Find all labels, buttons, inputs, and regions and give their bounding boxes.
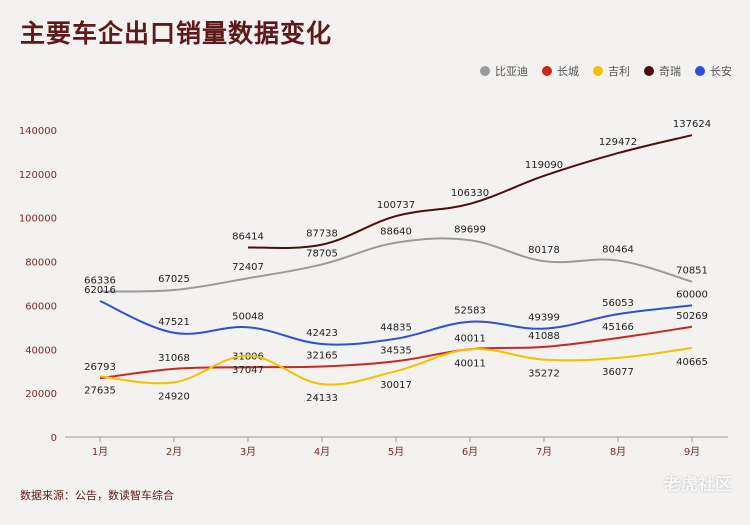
data-label: 27635 [84, 385, 116, 396]
x-tick-label: 1月 [92, 446, 108, 458]
data-label: 44835 [380, 323, 412, 334]
data-label: 26793 [84, 362, 116, 373]
x-tick-label: 4月 [314, 446, 330, 458]
legend-marker [480, 66, 490, 76]
data-label: 24920 [158, 391, 190, 402]
x-tick-label: 5月 [388, 446, 404, 458]
legend: 比亚迪 长城 吉利 奇瑞 长安 [480, 63, 732, 79]
data-label: 37047 [232, 365, 264, 376]
data-label: 45166 [602, 322, 634, 333]
chart-title: 主要车企出口销量数据变化 [20, 19, 333, 48]
legend-item[interactable]: 比亚迪 [480, 63, 528, 79]
series-line [99, 325, 693, 380]
data-label: 35272 [528, 369, 560, 380]
data-label: 30017 [380, 380, 412, 391]
data-label: 24133 [306, 393, 338, 404]
legend-item[interactable]: 长安 [695, 63, 732, 79]
data-label: 119090 [525, 160, 563, 171]
source-note: 数据来源：公告，数读智车综合 [20, 489, 174, 502]
data-label: 87738 [306, 229, 338, 240]
series-line [99, 237, 693, 293]
x-tick-label: 2月 [166, 446, 182, 458]
watermark: 老虎社区 [664, 475, 732, 495]
legend-label: 奇瑞 [659, 65, 681, 78]
legend-marker [644, 66, 654, 76]
data-label: 62016 [84, 285, 116, 296]
y-tick-label: 140000 [19, 126, 57, 137]
legend-marker [542, 66, 552, 76]
legend-item[interactable]: 奇瑞 [644, 63, 681, 79]
data-label: 67025 [158, 274, 190, 285]
data-label: 78705 [306, 248, 338, 259]
data-label: 86414 [232, 232, 264, 243]
data-label: 70851 [676, 266, 708, 277]
data-label: 106330 [451, 188, 489, 199]
series-line [247, 134, 693, 249]
data-label: 66336 [84, 276, 116, 287]
data-label: 41088 [528, 331, 560, 342]
legend-label: 长安 [710, 65, 732, 78]
series-line [99, 346, 693, 386]
data-label: 32165 [306, 350, 338, 361]
legend-item[interactable]: 长城 [542, 63, 579, 79]
series-line [99, 300, 693, 346]
y-tick-label: 80000 [25, 258, 57, 269]
data-label: 80178 [528, 245, 560, 256]
x-tick-label: 3月 [240, 446, 256, 458]
y-tick-label: 60000 [25, 301, 57, 312]
data-label: 137624 [673, 119, 711, 130]
data-label: 72407 [232, 262, 264, 273]
data-label: 47521 [158, 317, 190, 328]
legend-marker [695, 66, 705, 76]
y-tick-label: 100000 [19, 214, 57, 225]
legend-marker [593, 66, 603, 76]
data-label: 50269 [676, 311, 708, 322]
x-tick-label: 8月 [610, 446, 626, 458]
y-tick-label: 20000 [25, 389, 57, 400]
data-label: 36077 [602, 367, 634, 378]
legend-label: 吉利 [608, 65, 630, 78]
x-tick-label: 9月 [684, 446, 700, 458]
data-label: 88640 [380, 227, 412, 238]
data-label: 60000 [676, 289, 708, 300]
data-label: 50048 [232, 311, 264, 322]
data-label: 49399 [528, 313, 560, 324]
legend-label: 长城 [557, 65, 579, 78]
data-label: 52583 [454, 306, 486, 317]
legend-label: 比亚迪 [495, 65, 528, 78]
x-tick-label: 7月 [536, 446, 552, 458]
data-label: 40011 [454, 333, 486, 344]
x-tick-label: 6月 [462, 446, 478, 458]
data-label: 100737 [377, 200, 415, 211]
data-label: 40665 [676, 357, 708, 368]
y-tick-label: 0 [51, 433, 57, 444]
data-label: 56053 [602, 298, 634, 309]
data-label: 89699 [454, 224, 486, 235]
data-label: 42423 [306, 328, 338, 339]
y-tick-label: 120000 [19, 170, 57, 181]
data-label: 80464 [602, 245, 634, 256]
data-label: 34535 [380, 345, 412, 356]
legend-item[interactable]: 吉利 [593, 63, 630, 79]
data-label: 40011 [454, 358, 486, 369]
y-tick-label: 40000 [25, 345, 57, 356]
data-label: 31068 [158, 353, 190, 364]
data-label: 129472 [599, 137, 637, 148]
